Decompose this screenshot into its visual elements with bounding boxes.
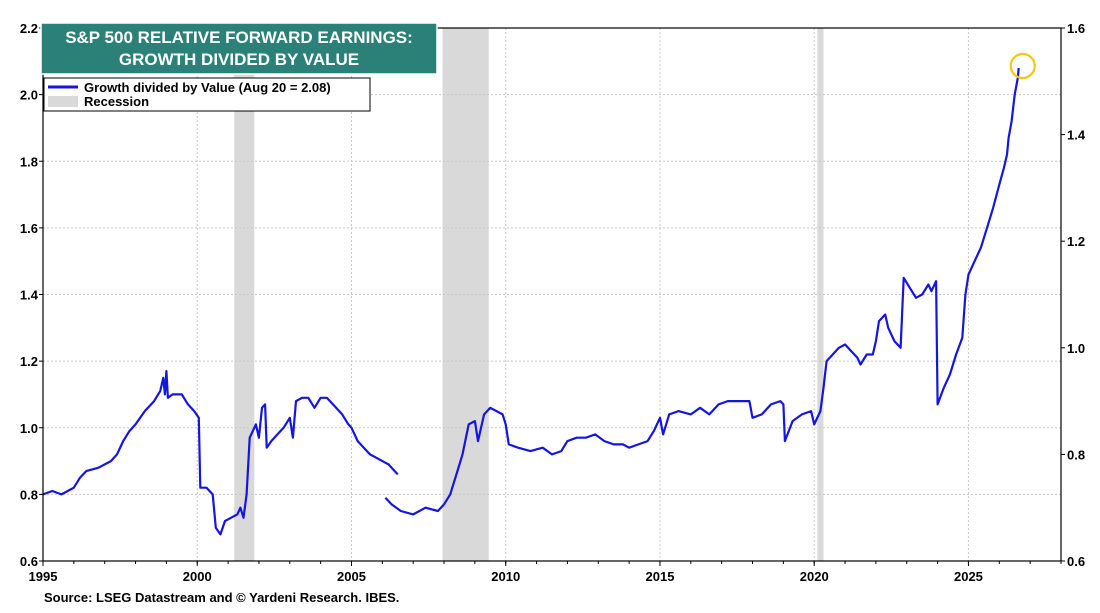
source-note: Source: LSEG Datastream and © Yardeni Re… [44,590,400,605]
y-right-tick-label-1: 0.8 [1067,447,1085,462]
y-left-tick-label-2: 1.0 [20,421,38,436]
legend-box [43,77,371,112]
y-left-tick-label-3: 1.2 [20,354,38,369]
series-line-segment-1 [384,67,1020,516]
legend-series-label: Growth divided by Value (Aug 20 = 2.08) [84,80,331,95]
y-left-tick-label-0: 0.6 [20,554,38,569]
series-line-segment-0 [42,370,399,536]
x-tick-label-6: 2025 [954,569,983,584]
latest-value-highlight [1009,52,1036,80]
title-background [40,22,438,75]
x-axis-ticks: 1995 2000 2005 2010 2015 2020 2025 [29,561,1062,584]
y-left-tick-label-8: 2.2 [20,21,38,36]
y-left-tick-label-1: 0.8 [20,487,38,502]
y-left-tick-label-7: 2.0 [20,88,38,103]
y-left-tick-label-4: 1.4 [20,288,39,303]
legend-recession-label: Recession [84,94,149,109]
x-tick-label-5: 2020 [800,569,829,584]
x-tick-label-3: 2010 [491,569,520,584]
legend: Growth divided by Value (Aug 20 = 2.08) … [43,77,371,112]
x-tick-label-4: 2015 [646,569,675,584]
y-left-tick-label-5: 1.6 [20,221,38,236]
series-lines [42,67,1020,536]
y-left-tick-label-6: 1.8 [20,154,38,169]
legend-recession-swatch [48,96,78,107]
y-axis-right-ticks: 0.6 0.8 1.0 1.2 1.4 1.6 [1061,21,1086,569]
x-tick-label-1: 2000 [183,569,212,584]
x-tick-label-2: 2005 [337,569,366,584]
title-box: S&P 500 RELATIVE FORWARD EARNINGS: GROWT… [40,22,438,75]
chart-title-line-2: GROWTH DIVIDED BY VALUE [119,50,359,69]
latest-value-circle [1009,52,1036,80]
y-right-tick-label-2: 1.0 [1067,341,1085,356]
x-tick-label-0: 1995 [29,569,58,584]
recession-band-1 [442,28,489,561]
y-right-tick-label-4: 1.4 [1067,128,1086,143]
chart-title-line-1: S&P 500 RELATIVE FORWARD EARNINGS: [65,28,413,47]
y-right-tick-label-3: 1.2 [1067,234,1085,249]
y-right-tick-label-5: 1.6 [1067,21,1085,36]
y-right-tick-label-0: 0.6 [1067,554,1085,569]
y-axis-left-ticks: 0.6 0.8 1.0 1.2 1.4 1.6 1.8 2.0 2.2 [20,21,43,569]
